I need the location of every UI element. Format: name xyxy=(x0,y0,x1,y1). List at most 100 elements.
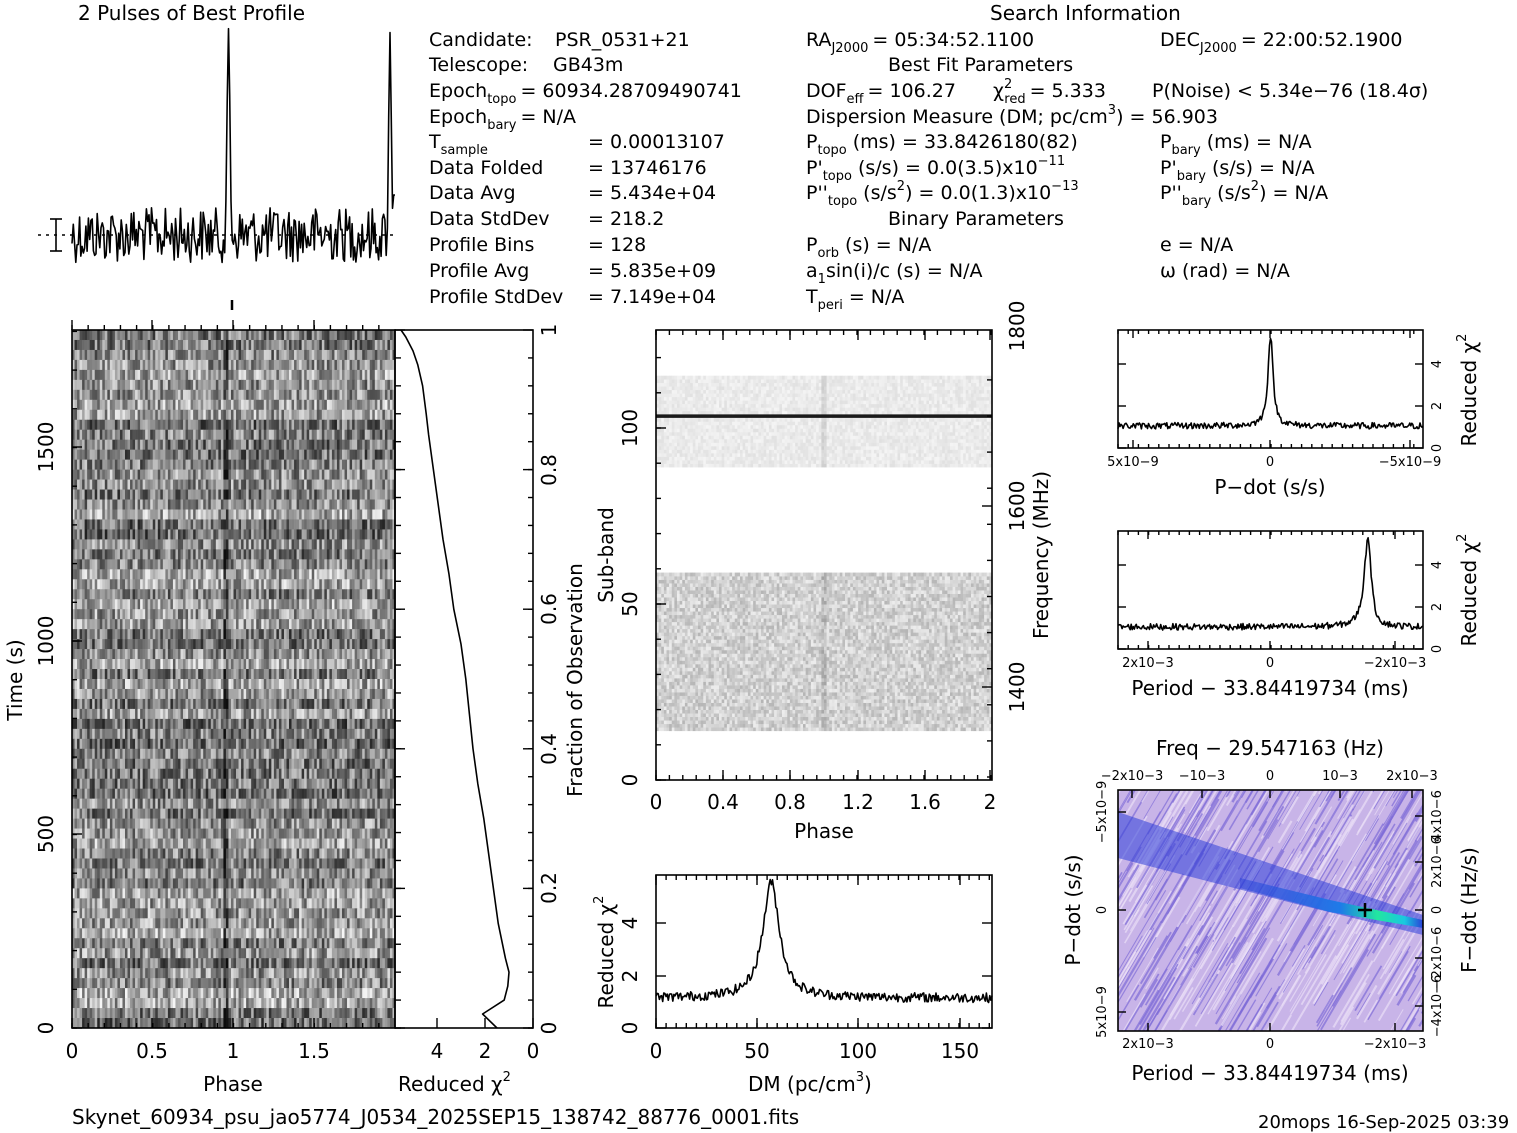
search-info-title: Search Information xyxy=(990,1,1181,25)
sb-y2tick-2: 1800 xyxy=(1005,301,1029,352)
dm-ytick-0: 0 xyxy=(618,1022,642,1035)
dm-xtick-1: 50 xyxy=(744,1039,769,1063)
pp-y2tick-2: 0 xyxy=(1430,906,1445,914)
subband-image xyxy=(656,375,992,732)
tp-ytick-0: 0 xyxy=(34,1022,58,1035)
cf-xtick-0: 4 xyxy=(431,1039,444,1063)
info-pdot-topo: P'topo (s/s) = 0.0(3.5)x10−11 xyxy=(806,154,1065,184)
pp-xtick-0: 2x10−3 xyxy=(1122,1037,1174,1052)
pp-y2tick-3: −2x10−6 xyxy=(1430,927,1445,990)
tp-xtick-2: 1 xyxy=(227,1039,240,1063)
time-phase-ticks xyxy=(71,320,380,1029)
subband-frame xyxy=(655,329,993,781)
pd-ytick-1: 2 xyxy=(1430,402,1445,410)
p-pdot-image xyxy=(1118,790,1423,1031)
info-profile-bins-label: Profile Bins xyxy=(429,234,534,256)
pp-ytick-1: 0 xyxy=(1095,906,1110,914)
chi-fraction-ticks xyxy=(395,329,534,1029)
best-fit-marker xyxy=(1358,903,1372,917)
sb-xtick-2: 0.8 xyxy=(774,790,806,814)
info-telescope-value: GB43m xyxy=(553,54,623,76)
info-ra: RAJ2000 = 05:34:52.1100 xyxy=(806,29,1034,56)
cf-ytick-2: 0.4 xyxy=(537,733,561,765)
cf-xtick-2: 0 xyxy=(527,1039,540,1063)
sb-ytick-2: 100 xyxy=(618,409,642,447)
info-porb: Porb (s) = N/A xyxy=(806,234,931,261)
pd-xlabel: P−dot (s/s) xyxy=(1214,475,1325,499)
sb-xtick-3: 1.2 xyxy=(842,790,874,814)
per-xtick-1: 0 xyxy=(1266,656,1274,671)
info-epoch-bary: Epochbary = N/A xyxy=(429,106,576,133)
info-chi-red: χ2 red = 5.333 xyxy=(993,77,1106,107)
pulse-profile-plot xyxy=(38,27,395,310)
info-pddot-bary: P''bary (s/s2) = N/A xyxy=(1160,179,1328,209)
info-data-stddev-value: = 218.2 xyxy=(588,208,664,230)
tp-ytick-2: 1000 xyxy=(34,616,58,667)
time-phase-image xyxy=(72,330,395,1028)
info-dm: Dispersion Measure (DM; pc/cm3) = 56.903 xyxy=(806,103,1218,128)
footer-filename: Skynet_60934_psu_jao5774_J0534_2025SEP15… xyxy=(72,1105,799,1129)
info-pdot-bary: P'bary (s/s) = N/A xyxy=(1160,157,1315,184)
dm-chi-plot: 0 50 100 150 DM (pc/cm3) 0 2 4 Reduced χ… xyxy=(592,874,993,1096)
info-tsample-value: = 0.00013107 xyxy=(588,131,725,153)
info-dof: DOFeff = 106.27 xyxy=(806,80,956,107)
per-xtick-2: −2x10−3 xyxy=(1364,656,1427,671)
info-tsample: Tsample xyxy=(428,131,488,158)
info-candidate-value: PSR_0531+21 xyxy=(555,29,690,51)
info-a1: a1sin(i)/c (s) = N/A xyxy=(806,260,982,287)
cf-ytick-0: 0 xyxy=(537,1022,561,1035)
info-data-stddev-label: Data StdDev xyxy=(429,208,550,230)
sb-xtick-4: 1.6 xyxy=(909,790,941,814)
chi-fraction-frame xyxy=(394,329,534,1029)
cf-xlabel: Reduced χ2 xyxy=(398,1070,511,1096)
sb-xtick-0: 0 xyxy=(650,790,663,814)
pp-y2label: F−dot (Hz/s) xyxy=(1457,847,1481,973)
info-pnoise: P(Noise) < 5.34e−76 (18.4σ) xyxy=(1152,80,1428,102)
info-tperi: Tperi = N/A xyxy=(805,286,904,313)
pd-ytick-2: 4 xyxy=(1430,360,1445,368)
tp-xtick-0: 0 xyxy=(66,1039,79,1063)
pdot-chi-line xyxy=(1117,337,1424,430)
subband-ticks xyxy=(655,330,992,781)
info-pddot-topo: P''topo (s/s2) = 0.0(1.3)x10−13 xyxy=(806,179,1079,209)
info-telescope-label: Telescope: xyxy=(428,54,528,76)
sb-xtick-1: 0.4 xyxy=(707,790,739,814)
footer-stamp: 20mops 16-Sep-2025 03:39 xyxy=(1258,1112,1509,1133)
chi-fraction-line xyxy=(400,329,510,1029)
info-best-fit-heading: Best Fit Parameters xyxy=(888,54,1073,76)
info-epoch-topo: Epochtopo = 60934.28709490741 xyxy=(429,80,742,107)
pp-title: Freq − 29.547163 (Hz) xyxy=(1156,736,1384,760)
sb-y2tick-1: 1600 xyxy=(1005,481,1029,532)
dm-ytick-2: 4 xyxy=(618,917,642,930)
p-pdot-ticks xyxy=(1118,790,1423,1031)
pp-y2tick-1: 2x10−6 xyxy=(1430,836,1445,888)
tp-xtick-3: 1.5 xyxy=(298,1039,330,1063)
info-ecc: e = N/A xyxy=(1160,234,1233,256)
info-data-folded-value: = 13746176 xyxy=(588,157,707,179)
info-dec: DECJ2000 = 22:00:52.1900 xyxy=(1160,29,1403,56)
info-profile-stddev-label: Profile StdDev xyxy=(429,286,563,308)
per-xtick-0: 2x10−3 xyxy=(1122,656,1174,671)
dm-xtick-0: 0 xyxy=(650,1039,663,1063)
pdot-chi-plot: 5x10−9 0 −5x10−9 P−dot (s/s) 0 2 4 Reduc… xyxy=(1107,329,1481,499)
cf-ytick-4: 0.8 xyxy=(537,454,561,486)
per-ylabel: Reduced χ2 xyxy=(1455,534,1481,647)
info-ptopo: Ptopo (ms) = 33.8426180(82) xyxy=(806,131,1078,158)
info-block: Candidate: PSR_0531+21 Telescope: GB43m … xyxy=(428,29,1428,313)
sb-y2tick-0: 1400 xyxy=(1005,662,1029,713)
pp-y2tick-0: 4x10−6 xyxy=(1430,790,1445,842)
p-pdot-plane-plot: Freq − 29.547163 (Hz) −2x10−3 −10−3 0 10… xyxy=(1061,736,1481,1085)
pd-ytick-0: 0 xyxy=(1430,444,1445,452)
dm-chi-line xyxy=(655,878,993,1004)
pp-xtick-2: −2x10−3 xyxy=(1364,1037,1427,1052)
per-xlabel: Period − 33.84419734 (ms) xyxy=(1131,676,1408,700)
profile-title: 2 Pulses of Best Profile xyxy=(78,1,305,25)
dm-xtick-3: 150 xyxy=(941,1039,979,1063)
cf-ylabel: Fraction of Observation xyxy=(563,563,587,797)
dm-ylabel: Reduced χ2 xyxy=(592,896,618,1009)
info-profile-bins-value: = 128 xyxy=(588,234,646,256)
cf-yticks: 0 0.2 0.4 0.6 0.8 1 xyxy=(537,324,561,1035)
info-binary-heading: Binary Parameters xyxy=(888,208,1064,230)
cf-ytick-5: 1 xyxy=(537,324,561,337)
sb-ylabel: Sub-band xyxy=(594,507,618,603)
